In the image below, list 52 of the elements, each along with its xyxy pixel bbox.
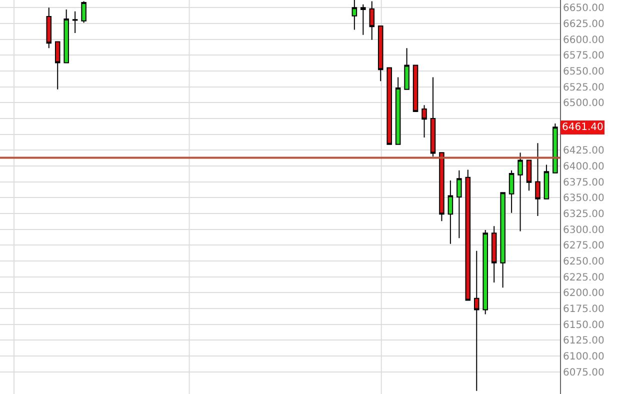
y-tick-label: 6425.00 (563, 146, 604, 157)
candlestick (386, 67, 392, 145)
candlestick (46, 7, 52, 49)
candlestick (404, 48, 410, 90)
candlestick (64, 9, 69, 64)
candlestick (491, 226, 497, 284)
annotation: 6461.40 (562, 122, 604, 133)
candlestick (526, 160, 532, 192)
candlestick (448, 180, 454, 244)
candlestick (474, 250, 480, 392)
y-tick-label: 6125.00 (563, 336, 604, 347)
candlestick (535, 142, 540, 216)
y-tick-label: 6375.00 (563, 177, 604, 188)
y-tick-label: 6625.00 (563, 18, 604, 30)
y-tick-label: 6225.00 (563, 272, 604, 284)
y-tick-label: 6175.00 (563, 304, 604, 315)
y-tick-label: 6250.00 (563, 256, 604, 268)
candlestick (544, 164, 550, 200)
candlestick (508, 170, 514, 214)
candlestick (422, 104, 427, 138)
y-tick-label: 6075.00 (563, 367, 604, 378)
candlestick (369, 0, 375, 40)
y-tick-label: 6650.00 (563, 3, 604, 14)
y-tick-label: 6100.00 (563, 351, 604, 362)
candlestick (352, 0, 358, 30)
y-tick-label: 6275.00 (563, 240, 604, 252)
y-tick-label: 6575.00 (563, 50, 604, 62)
candlestick (72, 10, 78, 34)
candlestick (439, 152, 444, 222)
candlestick (360, 4, 366, 36)
y-tick-label: 6350.00 (563, 193, 604, 204)
candlestick (81, 0, 86, 24)
y-tick-label: 6200.00 (563, 288, 604, 300)
y-tick-label: 6525.00 (563, 82, 604, 94)
candlestick (456, 170, 462, 239)
candlestick (518, 152, 523, 232)
candlestick (395, 76, 401, 145)
y-tick-label: 6550.00 (563, 66, 604, 78)
y-tick-label: 6325.00 (563, 208, 604, 220)
candlestick (482, 229, 488, 315)
candlestick (412, 64, 418, 112)
y-tick-label: 6300.00 (563, 224, 604, 236)
y-tick-label: 6500.00 (563, 98, 604, 110)
y-tick-label: 6400.00 (563, 161, 604, 172)
candlestick (54, 41, 60, 90)
y-tick-label: 6150.00 (563, 320, 604, 331)
candlestick (552, 123, 558, 174)
candlestick (465, 169, 471, 301)
y-tick-label: 6600.00 (563, 34, 604, 46)
candlestick (500, 192, 506, 288)
candlestick (430, 76, 436, 157)
candlestick (378, 25, 384, 82)
